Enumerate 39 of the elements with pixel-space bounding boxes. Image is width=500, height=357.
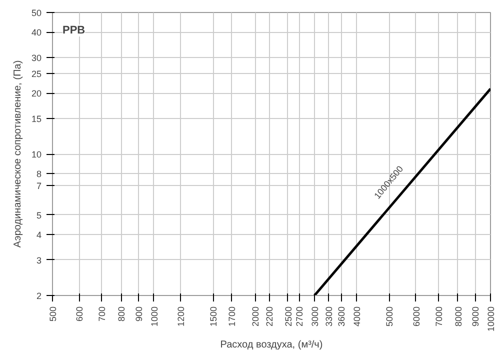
x-tick-label: 3000: [310, 306, 320, 327]
x-tick-label: 800: [116, 306, 127, 322]
y-tick-label: 20: [31, 88, 42, 99]
x-tick-label: 500: [48, 306, 58, 322]
x-tick-label: 3300: [324, 306, 334, 327]
x-tick-label: 700: [97, 306, 108, 322]
x-axis-title: Расход воздуха, (м³/ч): [220, 340, 323, 351]
y-tick-label: 15: [31, 114, 42, 124]
x-tick-label: 7000: [434, 306, 444, 327]
x-tick-label: 2000: [250, 306, 261, 327]
y-tick-label: 50: [31, 8, 42, 18]
x-tick-label: 8000: [453, 306, 464, 327]
text: PPB: [62, 24, 86, 36]
x-tick-label: 2700: [294, 306, 305, 327]
x-tick-label: 1500: [208, 306, 219, 327]
y-tick-label: 30: [31, 52, 42, 63]
x-tick-label: 6000: [411, 306, 422, 327]
x-tick-label: 2200: [264, 306, 275, 327]
y-tick-label: 10: [31, 150, 42, 160]
x-tick-label: 4000: [352, 306, 362, 327]
y-tick-label: 3: [36, 255, 42, 266]
x-tick-label: 1200: [176, 306, 186, 327]
x-tick-label: 600: [74, 306, 85, 322]
y-tick-label: 8: [36, 169, 42, 180]
y-tick-label: 2: [36, 291, 42, 301]
y-tick-label: 25: [31, 68, 42, 79]
y-tick-label: 7: [36, 180, 42, 191]
y-tick-label: 40: [31, 28, 42, 38]
y-tick-label: 4: [36, 230, 42, 240]
x-tick-label: 900: [134, 306, 144, 322]
x-tick-label: 3600: [336, 306, 347, 327]
x-tick-label: 9000: [470, 306, 481, 327]
x-tick-label: 1700: [226, 306, 237, 327]
y-axis-title: Аэродинамическое сопротивление, (Па): [12, 60, 24, 248]
x-tick-label: 5000: [384, 306, 395, 327]
y-tick-label: 5: [36, 210, 42, 220]
x-tick-label: 1000: [149, 306, 160, 327]
x-tick-label: 10000: [486, 306, 496, 332]
x-tick-label: 2500: [283, 306, 294, 327]
